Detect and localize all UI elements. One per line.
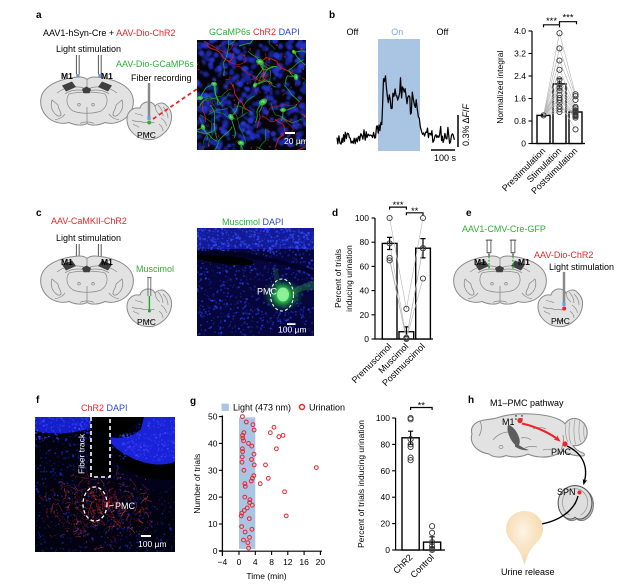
svg-text:10: 10 xyxy=(208,519,218,529)
svg-text:100: 100 xyxy=(376,413,390,423)
svg-text:60: 60 xyxy=(381,466,391,476)
svg-text:Urination: Urination xyxy=(309,402,345,412)
svg-text:0.8: 0.8 xyxy=(514,116,526,126)
svg-text:1.6: 1.6 xyxy=(514,94,526,104)
svg-text:M1: M1 xyxy=(502,417,515,427)
svg-text:16: 16 xyxy=(299,557,309,567)
svg-text:Percent of trials: Percent of trials xyxy=(333,249,343,308)
svg-text:Percent of trials inducing uri: Percent of trials inducing urination xyxy=(356,420,366,548)
svg-text:Time (min): Time (min) xyxy=(246,571,286,581)
svg-text:20: 20 xyxy=(381,519,391,529)
svg-text:0.3% ΔF/F: 0.3% ΔF/F xyxy=(461,103,471,146)
svg-text:inducing urination: inducing urination xyxy=(344,245,354,312)
svg-text:20: 20 xyxy=(208,492,218,502)
svg-text:Number of trials: Number of trials xyxy=(192,454,202,514)
svg-text:100: 100 xyxy=(355,213,369,223)
svg-text:0: 0 xyxy=(521,139,526,149)
svg-text:80: 80 xyxy=(360,237,370,247)
svg-text:***: *** xyxy=(392,200,403,211)
svg-text:0: 0 xyxy=(213,546,218,556)
svg-text:PMC: PMC xyxy=(115,501,136,511)
svg-text:80: 80 xyxy=(381,439,391,449)
svg-text:SPN: SPN xyxy=(557,487,576,497)
svg-text:50: 50 xyxy=(208,412,218,422)
svg-text:Control: Control xyxy=(408,552,436,580)
svg-text:8: 8 xyxy=(269,557,274,567)
svg-text:20: 20 xyxy=(316,557,326,567)
svg-text:40: 40 xyxy=(381,492,391,502)
svg-text:PMC: PMC xyxy=(551,447,572,457)
svg-text:100 s: 100 s xyxy=(434,153,457,163)
svg-text:60: 60 xyxy=(360,261,370,271)
svg-text:0: 0 xyxy=(237,557,242,567)
svg-text:Off: Off xyxy=(347,27,359,37)
svg-text:−4: −4 xyxy=(218,557,228,567)
svg-text:On: On xyxy=(391,27,403,37)
svg-text:4.0: 4.0 xyxy=(514,26,526,36)
svg-text:4: 4 xyxy=(253,557,258,567)
svg-text:2.4: 2.4 xyxy=(514,71,526,81)
svg-text:0: 0 xyxy=(364,334,369,344)
svg-text:30: 30 xyxy=(208,465,218,475)
svg-text:20: 20 xyxy=(360,310,370,320)
svg-text:Normalized integral: Normalized integral xyxy=(495,50,505,123)
svg-text:***: *** xyxy=(562,13,573,24)
svg-text:Fiber track: Fiber track xyxy=(77,433,87,474)
svg-text:Light (473 nm): Light (473 nm) xyxy=(233,402,291,412)
svg-text:40: 40 xyxy=(208,438,218,448)
svg-text:PMC: PMC xyxy=(257,287,278,297)
svg-text:20 µm: 20 µm xyxy=(284,136,306,146)
svg-text:**: ** xyxy=(418,401,426,412)
svg-text:12: 12 xyxy=(283,557,293,567)
svg-text:Off: Off xyxy=(437,27,449,37)
svg-text:100 µm: 100 µm xyxy=(278,325,307,335)
svg-text:40: 40 xyxy=(360,286,370,296)
svg-text:100 µm: 100 µm xyxy=(138,539,167,549)
svg-text:**: ** xyxy=(411,206,419,217)
svg-text:3.2: 3.2 xyxy=(514,49,526,59)
svg-text:***: *** xyxy=(546,16,557,27)
svg-text:0: 0 xyxy=(385,545,390,555)
